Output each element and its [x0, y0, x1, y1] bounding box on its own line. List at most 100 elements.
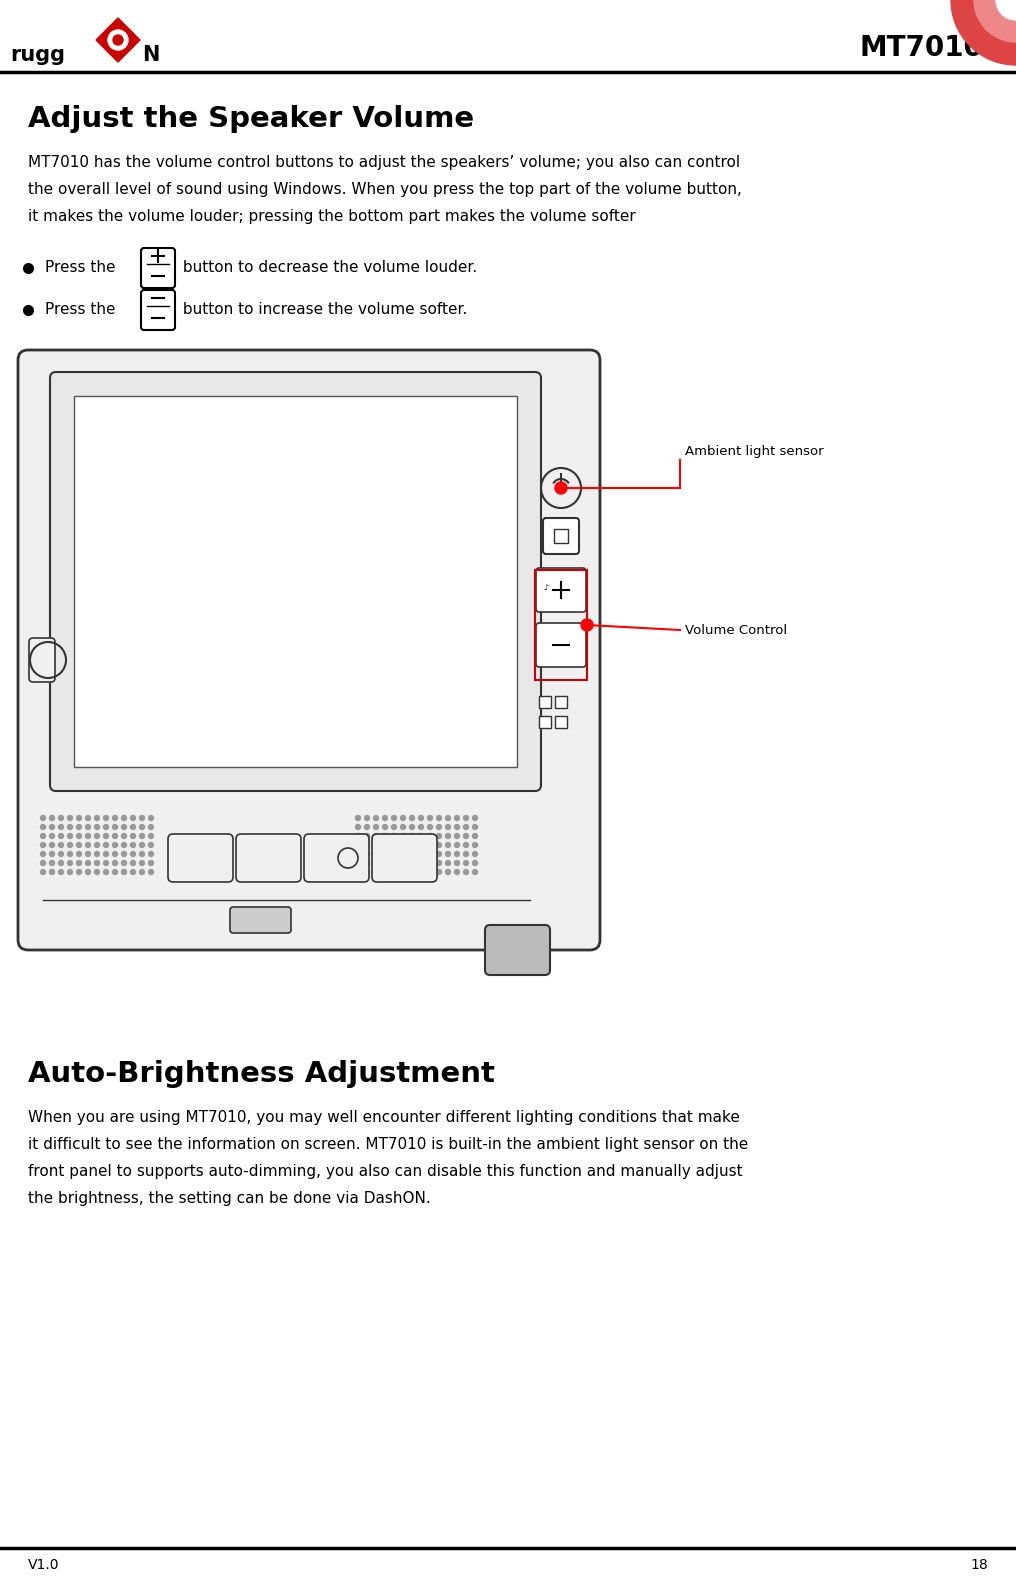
Circle shape	[472, 843, 478, 848]
Circle shape	[94, 843, 100, 848]
Circle shape	[130, 851, 135, 856]
FancyBboxPatch shape	[304, 834, 369, 881]
Text: Volume Control: Volume Control	[685, 623, 787, 637]
Text: ♪: ♪	[543, 583, 549, 591]
Circle shape	[365, 870, 370, 875]
Circle shape	[59, 870, 63, 875]
Circle shape	[374, 834, 379, 838]
Circle shape	[463, 824, 468, 829]
Circle shape	[445, 843, 450, 848]
Text: rugg: rugg	[10, 44, 65, 65]
Circle shape	[139, 834, 144, 838]
Circle shape	[67, 861, 72, 865]
Circle shape	[113, 834, 118, 838]
Text: V1.0: V1.0	[28, 1558, 60, 1572]
Circle shape	[94, 816, 100, 821]
Circle shape	[454, 870, 459, 875]
Circle shape	[85, 843, 90, 848]
Circle shape	[41, 834, 46, 838]
Circle shape	[130, 861, 135, 865]
Circle shape	[463, 843, 468, 848]
Circle shape	[454, 851, 459, 856]
Bar	[554, 529, 568, 544]
Circle shape	[139, 843, 144, 848]
Text: MT7010 has the volume control buttons to adjust the speakers’ volume; you also c: MT7010 has the volume control buttons to…	[28, 155, 740, 170]
Bar	[535, 571, 587, 680]
Circle shape	[974, 0, 1016, 41]
Circle shape	[400, 816, 405, 821]
Text: Auto-Brightness Adjustment: Auto-Brightness Adjustment	[28, 1060, 495, 1087]
Circle shape	[356, 870, 361, 875]
Circle shape	[419, 824, 424, 829]
Circle shape	[356, 824, 361, 829]
Circle shape	[445, 870, 450, 875]
Circle shape	[382, 824, 387, 829]
Circle shape	[94, 834, 100, 838]
Circle shape	[67, 824, 72, 829]
Circle shape	[382, 861, 387, 865]
Circle shape	[472, 870, 478, 875]
Circle shape	[437, 824, 442, 829]
Circle shape	[463, 834, 468, 838]
Circle shape	[59, 843, 63, 848]
Circle shape	[391, 816, 396, 821]
Circle shape	[148, 824, 153, 829]
Text: button to decrease the volume louder.: button to decrease the volume louder.	[178, 260, 478, 276]
Circle shape	[382, 816, 387, 821]
Circle shape	[113, 861, 118, 865]
Text: Press the: Press the	[45, 260, 120, 276]
Circle shape	[50, 816, 55, 821]
Circle shape	[122, 870, 127, 875]
Bar	[74, 396, 517, 767]
Circle shape	[41, 824, 46, 829]
FancyBboxPatch shape	[18, 350, 600, 949]
Circle shape	[419, 843, 424, 848]
Circle shape	[428, 843, 433, 848]
Circle shape	[50, 861, 55, 865]
Circle shape	[76, 824, 81, 829]
Circle shape	[374, 851, 379, 856]
Circle shape	[463, 861, 468, 865]
Circle shape	[50, 870, 55, 875]
Circle shape	[67, 834, 72, 838]
Circle shape	[148, 870, 153, 875]
Circle shape	[463, 870, 468, 875]
Circle shape	[391, 824, 396, 829]
Circle shape	[94, 851, 100, 856]
Circle shape	[400, 843, 405, 848]
Circle shape	[67, 851, 72, 856]
Circle shape	[454, 861, 459, 865]
Circle shape	[428, 870, 433, 875]
Text: the overall level of sound using Windows. When you press the top part of the vol: the overall level of sound using Windows…	[28, 182, 742, 197]
Circle shape	[85, 824, 90, 829]
FancyBboxPatch shape	[372, 834, 437, 881]
Circle shape	[391, 870, 396, 875]
Circle shape	[555, 482, 567, 495]
Circle shape	[113, 816, 118, 821]
Circle shape	[391, 834, 396, 838]
Circle shape	[472, 851, 478, 856]
Circle shape	[139, 816, 144, 821]
Circle shape	[437, 843, 442, 848]
Circle shape	[76, 843, 81, 848]
Circle shape	[356, 834, 361, 838]
Text: Press the: Press the	[45, 303, 120, 317]
Circle shape	[130, 824, 135, 829]
FancyBboxPatch shape	[230, 907, 291, 934]
Text: button to increase the volume softer.: button to increase the volume softer.	[178, 303, 467, 317]
Text: MT7010: MT7010	[860, 33, 983, 62]
Circle shape	[356, 816, 361, 821]
Circle shape	[85, 870, 90, 875]
Circle shape	[382, 843, 387, 848]
Circle shape	[130, 843, 135, 848]
Circle shape	[382, 870, 387, 875]
Circle shape	[445, 851, 450, 856]
Circle shape	[374, 870, 379, 875]
Circle shape	[50, 824, 55, 829]
Circle shape	[428, 861, 433, 865]
Bar	[539, 716, 551, 728]
Bar	[555, 696, 567, 708]
Circle shape	[85, 851, 90, 856]
Circle shape	[104, 824, 109, 829]
Circle shape	[50, 843, 55, 848]
